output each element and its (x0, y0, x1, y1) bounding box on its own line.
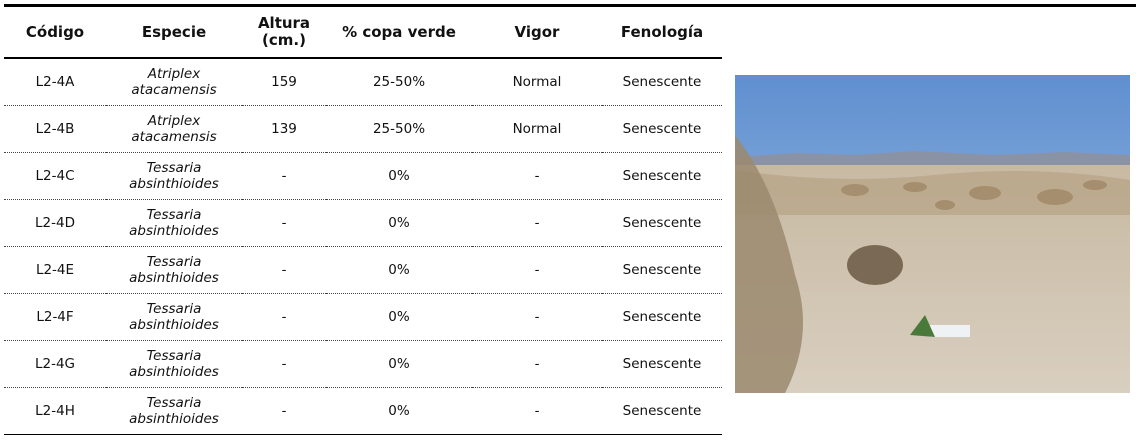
table-cell: Senescente (602, 340, 722, 388)
field-photo (735, 75, 1130, 393)
data-table: Código Especie Altura (cm.)% copa verde Vig… (4, 7, 722, 435)
table-row: L2-4B Atriplex atacamensis 139 25-50% Normal… (4, 105, 722, 153)
species-cell: Tessaria absinthioides (106, 199, 242, 247)
table-row: L2-4H Tessaria absinthioides -0% - Senescent… (4, 387, 722, 435)
header-cell: Especie (106, 7, 242, 59)
species-cell: Atriplex atacamensis (106, 58, 242, 106)
table-cell: L2-4H (4, 387, 106, 435)
header-cell: Código (4, 7, 106, 59)
table-cell: L2-4G (4, 340, 106, 388)
table-cell: Senescente (602, 58, 722, 106)
species-cell: Tessaria absinthioides (106, 152, 242, 200)
table-cell: L2-4B (4, 105, 106, 153)
table-row: L2-4C Tessaria absinthioides -0% - Senescent… (4, 152, 722, 200)
table-cell: Normal (472, 58, 602, 106)
table-cell: - (242, 152, 326, 200)
table-cell: Normal (472, 105, 602, 153)
table-cell: Senescente (602, 105, 722, 153)
table-cell: 25-50% (326, 105, 472, 153)
table-cell: - (472, 387, 602, 435)
table-cell: 0% (326, 199, 472, 247)
table-cell: L2-4C (4, 152, 106, 200)
table-cell: 25-50% (326, 58, 472, 106)
table-cell: - (242, 387, 326, 435)
table-cell: - (242, 246, 326, 294)
table-cell: - (472, 246, 602, 294)
header-cell: % copa verde (326, 7, 472, 59)
table-row: L2-4G Tessaria absinthioides -0% - Senescent… (4, 340, 722, 388)
table-cell: Senescente (602, 387, 722, 435)
table-cell: - (242, 199, 326, 247)
table-row: L2-4E Tessaria absinthioides -0% - Senescent… (4, 246, 722, 294)
table-cell: - (242, 340, 326, 388)
table-cell: 159 (242, 58, 326, 106)
table-cell: Senescente (602, 246, 722, 294)
table-cell: - (242, 293, 326, 341)
header-cell: Vigor (472, 7, 602, 59)
header-row: Código Especie Altura (cm.)% copa verde Vig… (4, 7, 722, 59)
table-cell: - (472, 199, 602, 247)
table-cell: L2-4E (4, 246, 106, 294)
species-cell: Tessaria absinthioides (106, 340, 242, 388)
table-cell: L2-4A (4, 58, 106, 106)
species-cell: Tessaria absinthioides (106, 293, 242, 341)
table-cell: 0% (326, 293, 472, 341)
top-rule (4, 4, 1136, 7)
table-cell: - (472, 293, 602, 341)
table-row: L2-4A Atriplex atacamensis 159 25-50% Normal… (4, 58, 722, 106)
table-row: L2-4D Tessaria absinthioides -0% - Senescent… (4, 199, 722, 247)
header-cell: Fenología (602, 7, 722, 59)
species-cell: Tessaria absinthioides (106, 246, 242, 294)
table-cell: - (472, 152, 602, 200)
table-cell: - (472, 340, 602, 388)
table-cell: 0% (326, 246, 472, 294)
table-cell: 0% (326, 340, 472, 388)
table-cell: 0% (326, 152, 472, 200)
table-cell: 0% (326, 387, 472, 435)
table-cell: L2-4F (4, 293, 106, 341)
table-cell: L2-4D (4, 199, 106, 247)
header-cell: Altura (cm.) (242, 7, 326, 59)
species-cell: Tessaria absinthioides (106, 387, 242, 435)
table-cell: Senescente (602, 199, 722, 247)
table-row: L2-4F Tessaria absinthioides -0% - Senescent… (4, 293, 722, 341)
table-cell: Senescente (602, 293, 722, 341)
table-body: L2-4A Atriplex atacamensis 159 25-50% Normal… (4, 58, 722, 435)
table-cell: 139 (242, 105, 326, 153)
species-cell: Atriplex atacamensis (106, 105, 242, 153)
table-cell: Senescente (602, 152, 722, 200)
